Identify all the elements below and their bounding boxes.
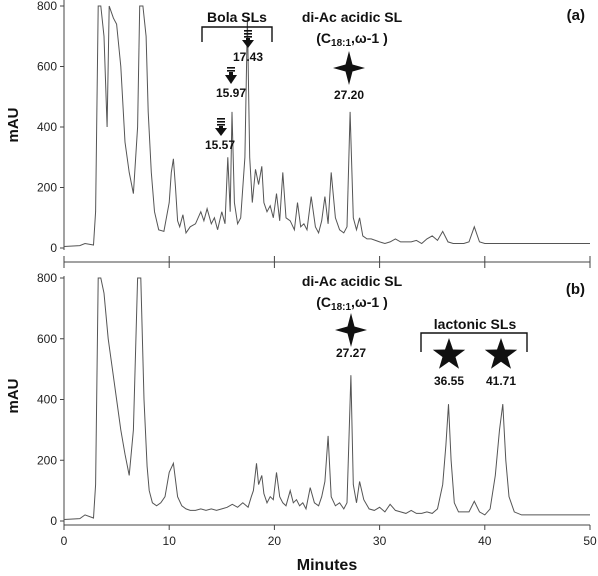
y-tick-label: 800 — [37, 271, 57, 285]
four-point-star-icon — [335, 313, 367, 347]
panel-a: 0 200 400 600 800 mAU (a) Bola SLs di-Ac aci… — [5, 0, 590, 255]
x-tick-label: 20 — [268, 534, 282, 548]
middle-x-ticks — [63, 256, 591, 268]
panel-a-group-label: di-Ac acidic SL — [302, 9, 403, 25]
x-tick-label: 40 — [478, 534, 492, 548]
panel-a-sub-sub: 18:1 — [331, 38, 351, 49]
panel-b-group-label: di-Ac acidic SL — [302, 273, 403, 289]
triple-arrow-icon — [215, 118, 227, 136]
peak-label-27-27: 27.27 — [336, 346, 366, 360]
panel-b-y-axis-label: mAU — [5, 378, 22, 413]
y-tick-label: 400 — [37, 120, 57, 134]
panel-b-sub-post: ,ω-1 ) — [351, 294, 388, 310]
panel-a-sub-pre: (C — [316, 30, 331, 46]
panel-b-group-sublabel: (C18:1,ω-1 ) — [316, 294, 388, 313]
x-axis-label: Minutes — [297, 557, 358, 574]
five-point-star-icon — [484, 338, 518, 369]
y-tick-label: 0 — [50, 241, 57, 255]
bola-bracket-label: Bola SLs — [207, 9, 267, 25]
panel-a-y-axis-label: mAU — [5, 107, 22, 142]
double-arrow-icon — [225, 67, 237, 84]
four-point-star-icon — [333, 51, 365, 85]
panel-b-peak-41-71: 41.71 — [484, 338, 518, 388]
y-tick-label: 800 — [37, 0, 57, 13]
triple-arrow-icon — [242, 30, 254, 48]
panel-a-label: (a) — [567, 7, 585, 24]
peak-label-17-43: 17.43 — [233, 50, 263, 64]
panel-b-peak-36-55: 36.55 — [432, 338, 466, 388]
y-tick-label: 400 — [37, 393, 57, 407]
panel-a-peak-15-97: 15.97 — [216, 67, 246, 100]
panel-b-peak-27-27: 27.27 — [335, 313, 367, 360]
y-tick-label: 0 — [50, 514, 57, 528]
panel-a-peak-17-43: 17.43 — [233, 30, 263, 64]
x-tick-label: 50 — [583, 534, 597, 548]
y-tick-label: 600 — [37, 332, 57, 346]
y-tick-label: 200 — [37, 181, 57, 195]
panel-a-sub-post: ,ω-1 ) — [351, 30, 388, 46]
panel-a-trace — [63, 5, 590, 247]
x-tick-label: 0 — [61, 534, 68, 548]
y-tick-label: 600 — [37, 60, 57, 74]
peak-label-27-20: 27.20 — [334, 88, 364, 102]
x-tick-label: 10 — [163, 534, 177, 548]
lactonic-bracket — [420, 332, 528, 352]
peak-label-36-55: 36.55 — [434, 374, 464, 388]
peak-label-15-97: 15.97 — [216, 86, 246, 100]
panel-a-group-sublabel: (C18:1,ω-1 ) — [316, 30, 388, 49]
panel-a-peak-27-20: 27.20 — [333, 51, 365, 102]
panel-a-y-ticks: 0 200 400 600 800 — [37, 0, 64, 255]
panel-b-sub-sub: 18:1 — [331, 302, 351, 313]
lactonic-bracket-label: lactonic SLs — [434, 316, 517, 332]
panel-b-sub-pre: (C — [316, 294, 331, 310]
bola-bracket — [201, 26, 273, 42]
panel-b-trace — [63, 277, 590, 520]
panel-b-y-ticks: 0 200 400 600 800 — [37, 271, 64, 528]
peak-label-15-57: 15.57 — [205, 138, 235, 152]
middle-axis — [63, 256, 591, 268]
y-tick-label: 200 — [37, 453, 57, 467]
panel-a-peak-15-57: 15.57 — [205, 118, 235, 152]
five-point-star-icon — [432, 338, 466, 369]
panel-b-x-ticks: 0 10 20 30 40 50 — [61, 525, 597, 548]
panel-b: 0 200 400 600 800 0 10 20 30 40 50 mAU Minutes (b… — [5, 271, 597, 574]
x-tick-label: 30 — [373, 534, 387, 548]
panel-b-label: (b) — [566, 281, 585, 298]
peak-label-41-71: 41.71 — [486, 374, 516, 388]
